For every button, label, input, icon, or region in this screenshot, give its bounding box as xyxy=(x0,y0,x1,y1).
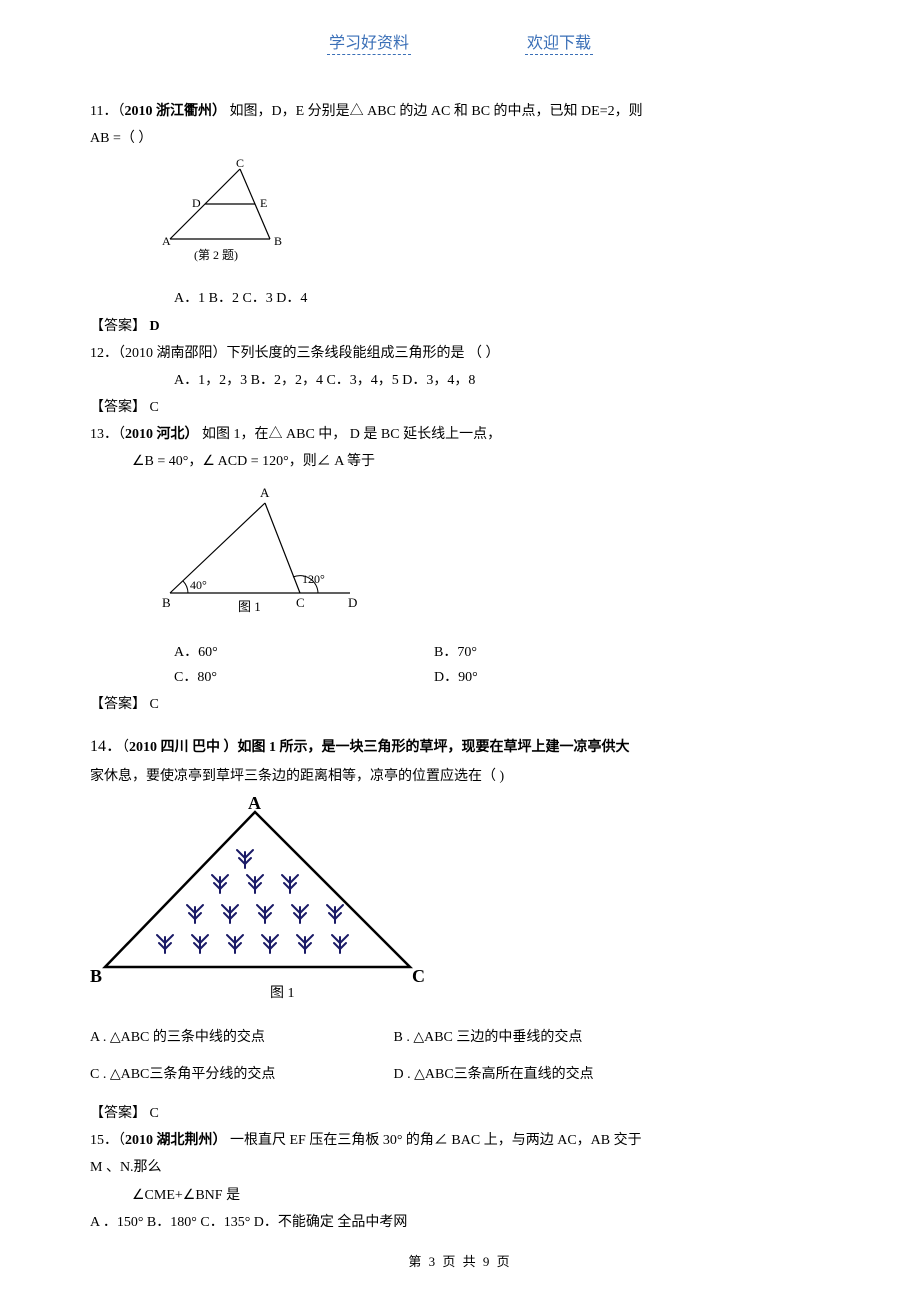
fig2-ang1: 40° xyxy=(190,578,207,592)
q13-figure: A B C D 40° 120° 图 1 xyxy=(150,483,830,632)
q11-answer: 【答案】 D xyxy=(90,314,830,339)
q15-stem-line2: M 、N.那么 xyxy=(90,1155,830,1180)
q15-options: A ．150° B．180° C．135° D．不能确定 全品中考网 xyxy=(90,1210,830,1235)
q13-stem-line2: ∠B = 40°，∠ ACD = 120°，则∠ A 等于 xyxy=(132,449,830,474)
q15-stem-line3: ∠CME+∠BNF 是 xyxy=(132,1183,830,1208)
q13-options-row1: A．60° B．70° xyxy=(174,640,830,665)
q14-optB: B . △ABC 三边的中垂线的交点 xyxy=(394,1030,583,1045)
page-header: 学习好资料 欢迎下载 xyxy=(90,30,830,59)
q12-stem: 12．（2010 湖南邵阳）下列长度的三条线段能组成三角形的是 （ ） xyxy=(90,341,830,366)
header-left: 学习好资料 xyxy=(327,35,411,55)
page-footer: 第 3 页 共 9 页 xyxy=(0,1250,920,1273)
fig2-ang2: 120° xyxy=(302,572,325,586)
q14-figure: A B C 图 1 xyxy=(90,797,830,1016)
fig3-caption: 图 1 xyxy=(270,986,295,1001)
fig2-B: B xyxy=(162,595,171,610)
q15-stem-line1: 15．（2010 湖北荆州） 一根直尺 EF 压在三角板 30° 的角∠ BAC… xyxy=(90,1128,830,1153)
q13-optB: B．70° xyxy=(434,640,694,665)
fig3-B: B xyxy=(90,966,102,986)
q11-stem-line2: AB =（ ） xyxy=(90,126,830,151)
fig2-C: C xyxy=(296,595,305,610)
q12-options: A．1，2，3 B．2，2，4 C．3，4，5 D．3，4，8 xyxy=(174,368,830,393)
fig1-E: E xyxy=(260,196,267,210)
q14-stem-line1: 14．（2010 四川 巴中 ）如图 1 所示，是一块三角形的草坪，现要在草坪上… xyxy=(90,733,830,762)
header-right: 欢迎下载 xyxy=(525,35,593,55)
q11-figure: A B C D E (第 2 题) xyxy=(150,159,830,278)
q13-optC: C．80° xyxy=(174,665,434,690)
q14-options-row2: C . △ABC三条角平分线的交点 D . △ABC三条高所在直线的交点 xyxy=(90,1062,830,1087)
fig1-A: A xyxy=(162,234,171,248)
q13-optA: A．60° xyxy=(174,640,434,665)
q14-options-row1: A . △ABC 的三条中线的交点 B . △ABC 三边的中垂线的交点 xyxy=(90,1025,830,1050)
fig1-C: C xyxy=(236,159,244,170)
fig3-A: A xyxy=(248,797,261,813)
q11-options: A．1 B．2 C．3 D．4 xyxy=(174,286,830,311)
q14-optA: A . △ABC 的三条中线的交点 xyxy=(90,1025,390,1050)
q14-optC: C . △ABC三条角平分线的交点 xyxy=(90,1062,390,1087)
q12-answer: 【答案】 C xyxy=(90,395,830,420)
fig2-D: D xyxy=(348,595,357,610)
fig1-caption: (第 2 题) xyxy=(194,248,238,262)
fig3-C: C xyxy=(412,966,425,986)
fig2-A: A xyxy=(260,485,270,500)
fig2-caption: 图 1 xyxy=(238,599,261,614)
q13-answer: 【答案】 C xyxy=(90,692,830,717)
q13-options-row2: C．80° D．90° xyxy=(174,665,830,690)
fig1-D: D xyxy=(192,196,201,210)
q14-stem-line2: 家休息，要使凉亭到草坪三条边的距离相等，凉亭的位置应选在（ ) xyxy=(90,764,830,789)
fig1-B: B xyxy=(274,234,282,248)
q14-optD: D . △ABC三条高所在直线的交点 xyxy=(394,1067,594,1082)
q13-stem-line1: 13．（2010 河北） 如图 1，在△ ABC 中， D 是 BC 延长线上一… xyxy=(90,422,830,447)
q11-stem-line1: 11．（2010 浙江衢州） 如图，D，E 分别是△ ABC 的边 AC 和 B… xyxy=(90,99,830,124)
q14-answer: 【答案】 C xyxy=(90,1101,830,1126)
q13-optD: D．90° xyxy=(434,665,694,690)
